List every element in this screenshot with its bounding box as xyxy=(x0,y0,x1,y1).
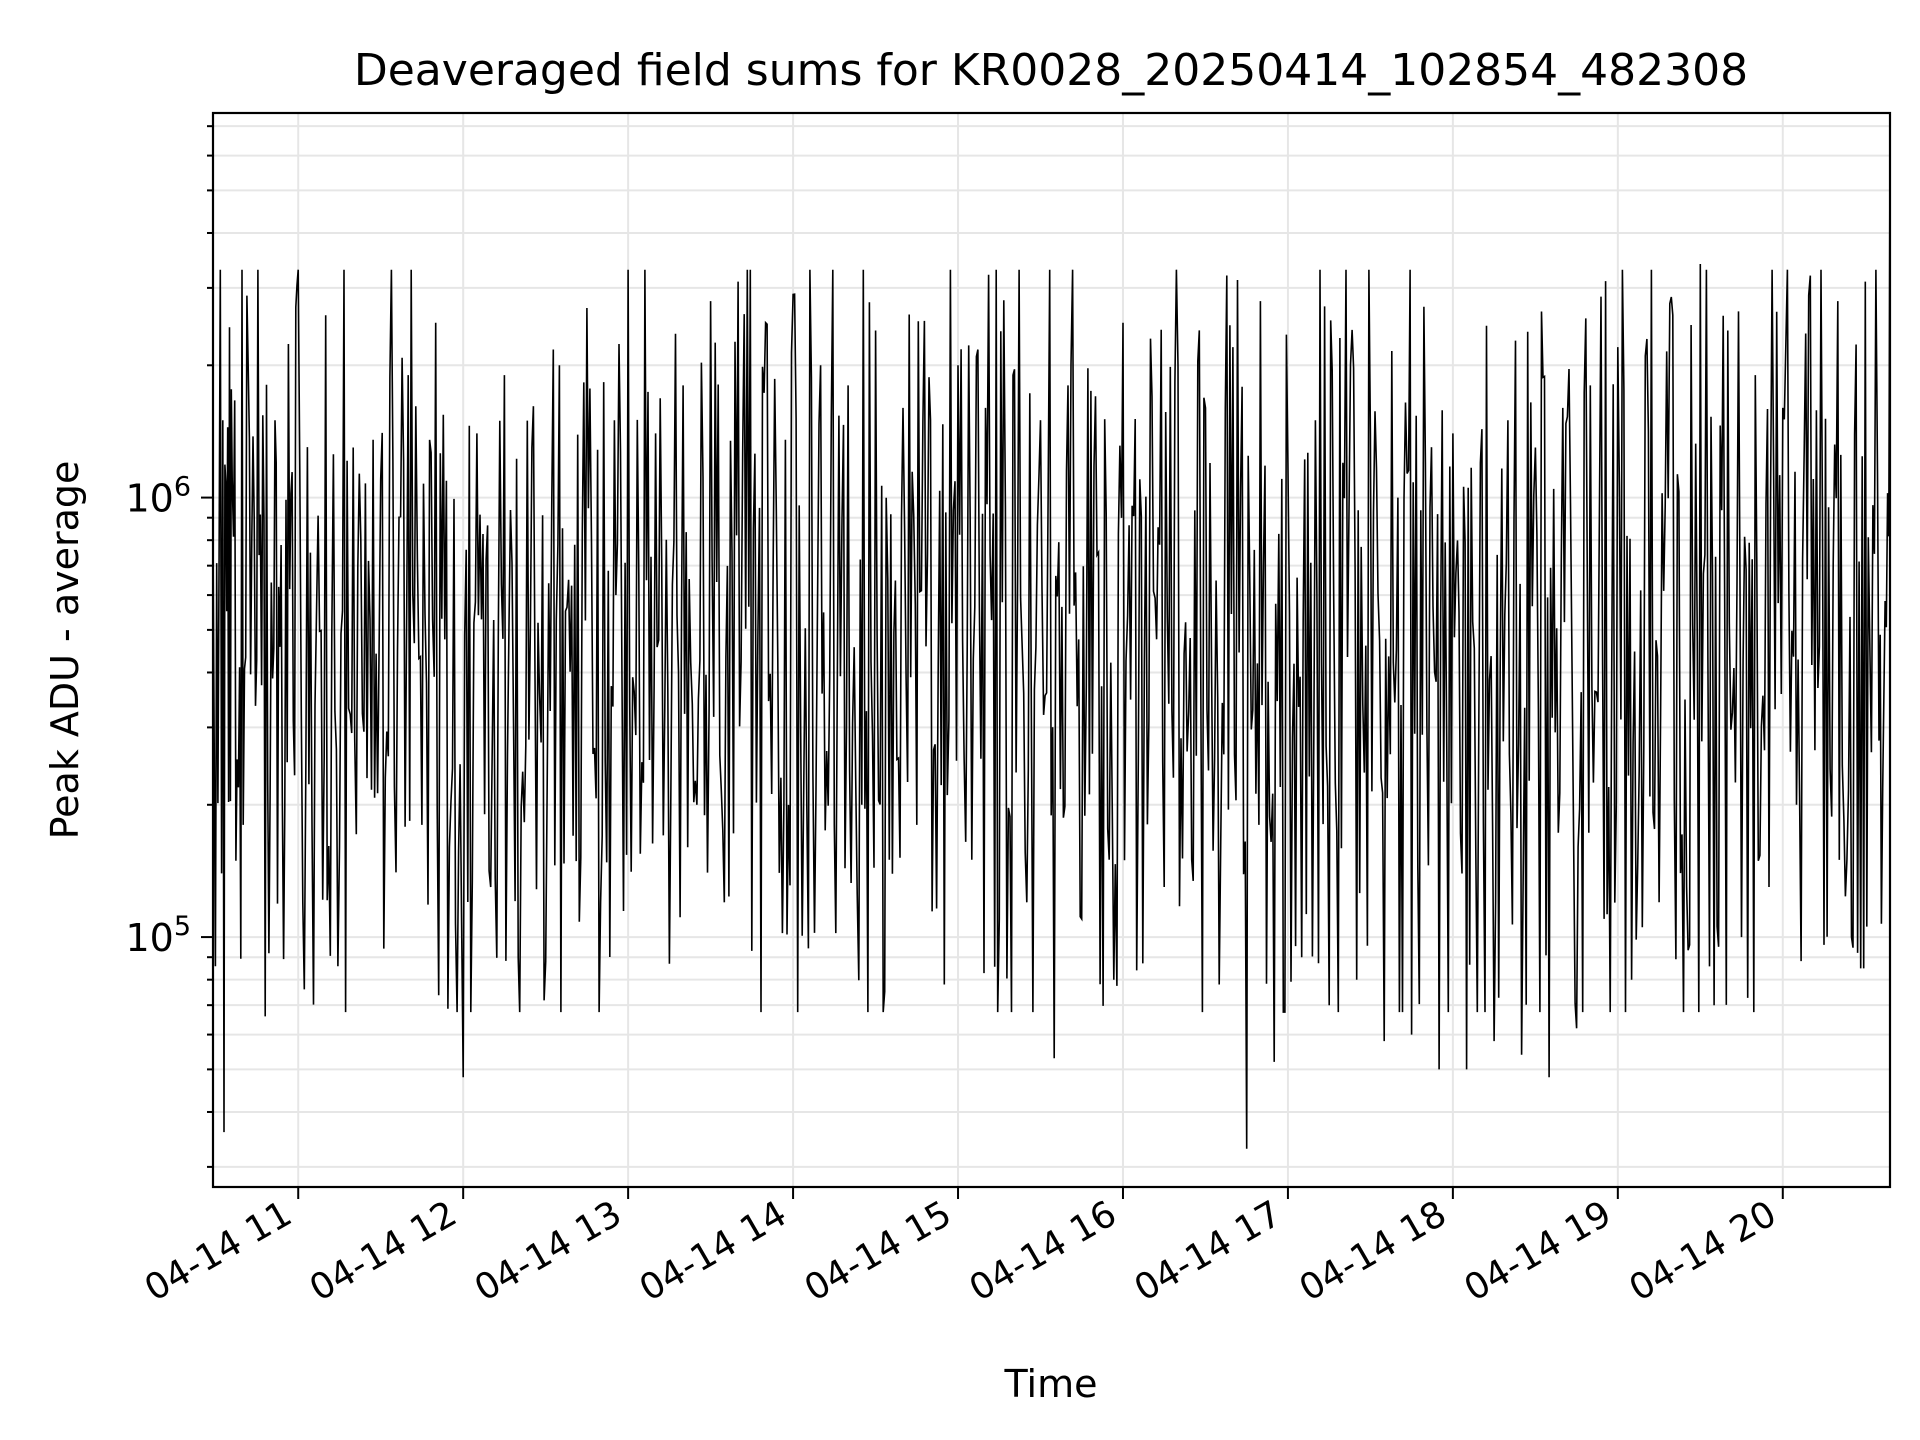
y-tick-label: 105 xyxy=(125,911,191,960)
y-tick-label: 106 xyxy=(125,472,191,521)
chart-title: Deaveraged field sums for KR0028_2025041… xyxy=(354,45,1748,96)
plot-area-frame xyxy=(211,111,1892,1189)
y-axis-label: Peak ADU - average xyxy=(43,461,87,840)
series-line-path xyxy=(212,146,1891,1149)
series-line xyxy=(212,146,1891,1149)
x-axis-label: Time xyxy=(1004,1362,1098,1406)
